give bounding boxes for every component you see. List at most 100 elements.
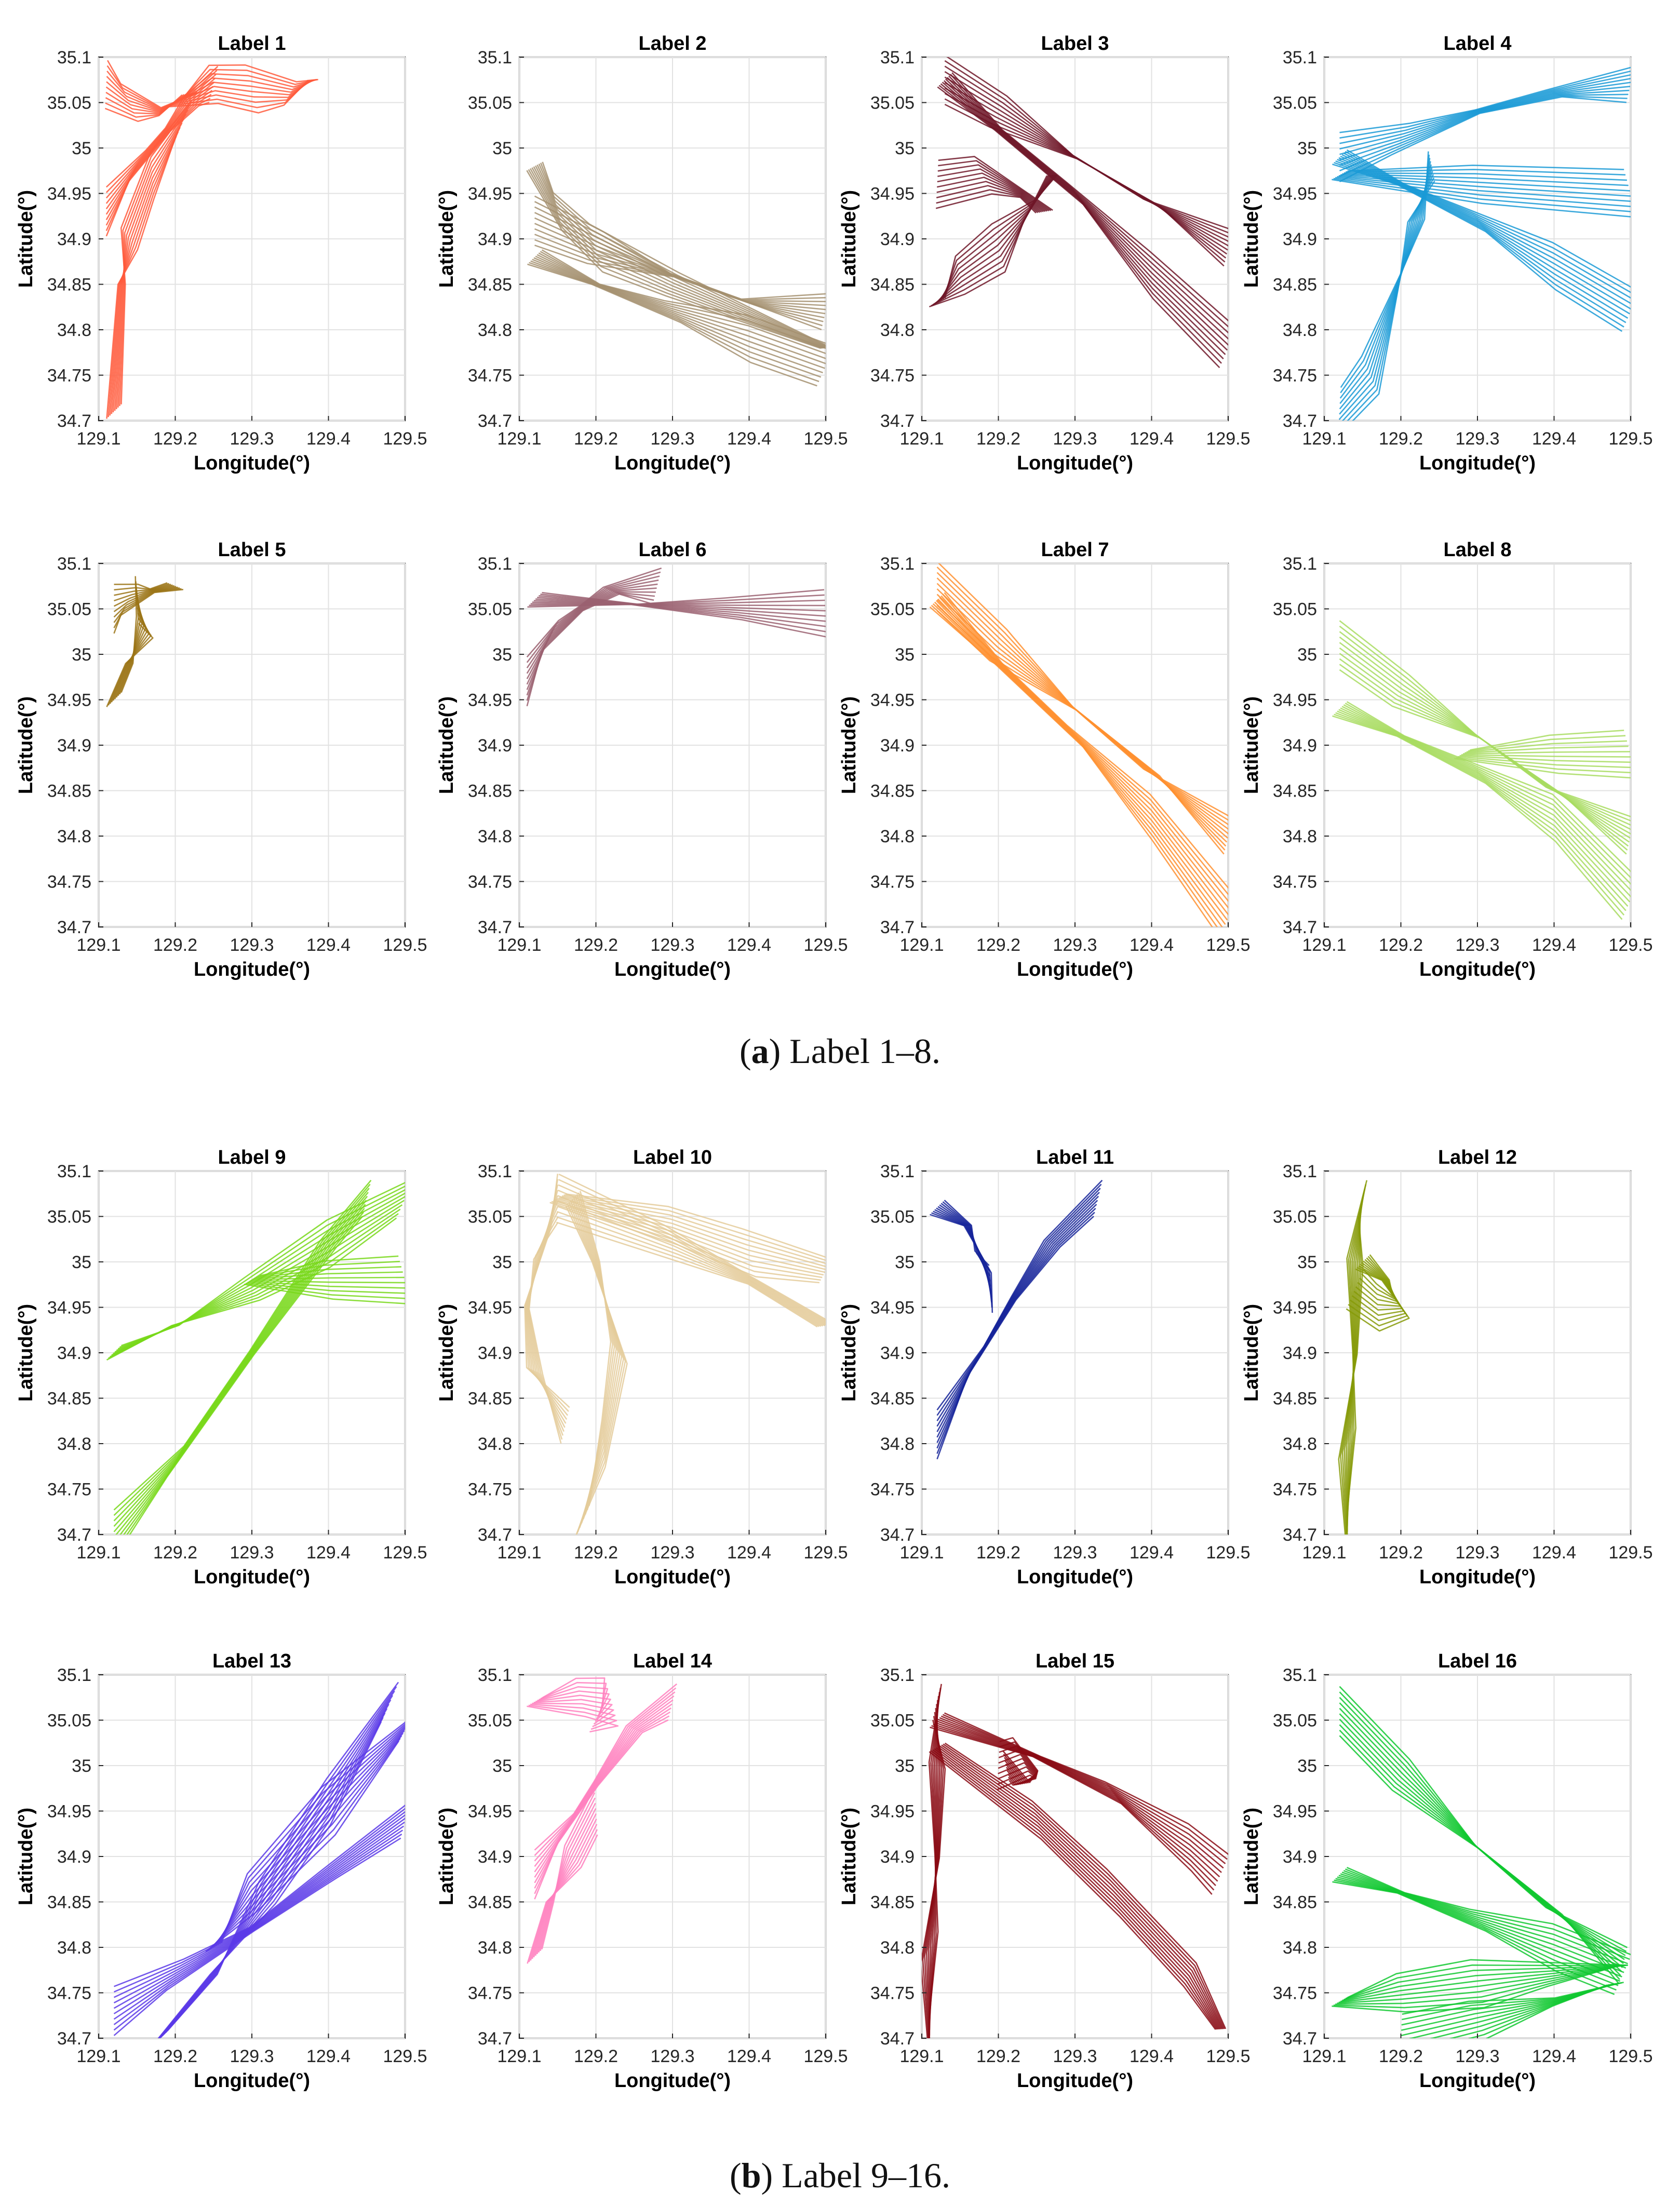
- y-tick-label: 35: [1297, 139, 1317, 158]
- y-tick-label: 35: [895, 1253, 915, 1272]
- series-line-middle: [1343, 1870, 1628, 1964]
- series-line-shallow: [121, 1182, 405, 1347]
- x-tick-label: 129.4: [306, 2047, 351, 2066]
- y-tick-label: 35: [1297, 645, 1317, 665]
- x-tick-label: 129.1: [76, 935, 120, 955]
- y-tick-label: 35.1: [57, 1162, 91, 1181]
- series-line-stray-1: [944, 174, 1058, 299]
- series-line-tail: [534, 1808, 597, 1956]
- y-tick-label: 34.95: [870, 184, 915, 204]
- series-line-flat: [1343, 172, 1627, 181]
- y-tick-label: 34.95: [47, 1298, 91, 1318]
- series-line-north-hook: [535, 1694, 611, 1719]
- series-line-east-route: [944, 1712, 1228, 1855]
- series-line-loop-east: [1348, 1267, 1408, 1327]
- series-line-long-tail: [111, 127, 181, 414]
- series-line-east-line: [535, 598, 826, 612]
- y-tick-label: 35.1: [478, 554, 512, 574]
- x-tick-label: 129.4: [1130, 935, 1174, 955]
- series-line-long-tail: [115, 114, 186, 409]
- series-group: [1332, 620, 1631, 920]
- series-line-loop-east: [1359, 1257, 1397, 1302]
- series-group: [1332, 66, 1631, 421]
- series-line-rising: [1347, 1959, 1629, 1998]
- series-line-rising: [1333, 1965, 1620, 2009]
- series-line-long-tail: [107, 136, 177, 418]
- x-tick-label: 129.5: [803, 1543, 848, 1563]
- series-line-east-line: [539, 595, 825, 605]
- caption-a-text: ) Label 1–8.: [769, 1031, 941, 1071]
- y-tick-label: 34.95: [468, 1802, 512, 1822]
- series-line-descending: [1337, 158, 1629, 319]
- series-line-east-2: [557, 1195, 826, 1326]
- y-axis-label: Latitude(°): [838, 190, 860, 288]
- y-tick-label: 35.05: [1273, 93, 1317, 113]
- series-line-tail: [528, 1829, 598, 1962]
- y-tick-label: 34.85: [47, 782, 91, 801]
- series-line-steep-start: [536, 164, 826, 348]
- y-tick-label: 34.95: [1273, 1802, 1317, 1822]
- y-tick-label: 34.8: [1283, 1938, 1317, 1958]
- y-tick-label: 34.85: [47, 1893, 91, 1913]
- x-tick-label: 129.1: [1302, 429, 1346, 449]
- x-axis-label: Longitude(°): [1017, 452, 1133, 474]
- series-line-south-tail: [567, 1203, 626, 1535]
- series-line-steep-start: [535, 165, 826, 348]
- x-axis-label: Longitude(°): [1017, 1566, 1133, 1588]
- series-line-bundle-lower: [530, 260, 822, 378]
- series-line-flat: [1459, 755, 1631, 763]
- series-line-loop-east: [1353, 1262, 1403, 1311]
- series-line-upper: [213, 1727, 405, 1947]
- series-line-south-tail: [568, 1202, 624, 1535]
- series-line-flat: [1470, 730, 1624, 751]
- y-tick-label: 35.1: [1283, 554, 1317, 574]
- series-line-east-line: [527, 603, 826, 638]
- series-line-cluster: [114, 582, 168, 590]
- x-tick-label: 129.2: [1379, 1543, 1423, 1563]
- x-axis-label: Longitude(°): [194, 452, 310, 474]
- series-line-loop-east: [1357, 1259, 1399, 1304]
- series-line-bundle-upper: [946, 57, 1228, 230]
- series-group: [1332, 1686, 1631, 2038]
- x-axis-label: Longitude(°): [1017, 959, 1133, 980]
- series-line-stray-2: [938, 156, 1053, 211]
- x-tick-label: 129.3: [1455, 2047, 1499, 2066]
- x-tick-label: 129.2: [1379, 2047, 1423, 2066]
- series-line-flat: [259, 1255, 399, 1277]
- chart-panel-7: 129.1 129.2 129.3 129.4 129.5 34.7 34.75 34.8 34…: [838, 539, 1251, 980]
- series-line-east-line: [533, 600, 826, 617]
- x-tick-label: 129.3: [650, 1543, 694, 1563]
- series-line-flat: [1338, 175, 1631, 197]
- y-tick-label: 34.95: [1273, 184, 1317, 204]
- series-line-east-2: [558, 1184, 826, 1323]
- x-tick-label: 129.1: [497, 2047, 541, 2066]
- series-line-east-line: [532, 601, 826, 622]
- series-line-east-2: [557, 1205, 824, 1327]
- series-line-steep-start: [533, 166, 826, 349]
- series-line-upper: [216, 1726, 405, 1946]
- y-axis-label: Latitude(°): [1241, 190, 1262, 288]
- series-group: [922, 1684, 1228, 2038]
- series-line-flat: [1332, 179, 1631, 218]
- y-tick-label: 34.7: [1283, 918, 1317, 937]
- series-line-bundle-lower: [532, 259, 823, 373]
- caption-b-letter: b: [741, 2156, 761, 2195]
- chart-panel-2: 129.1 129.2 129.3 129.4 129.5 34.7 34.75 34.8 34…: [436, 33, 848, 474]
- y-tick-label: 35: [72, 139, 91, 158]
- y-tick-label: 34.9: [1283, 1343, 1317, 1363]
- series-line-stray-2: [936, 181, 1042, 213]
- series-line-flat: [1466, 740, 1627, 753]
- series-line-flat: [1346, 169, 1626, 176]
- series-line-loop: [997, 1766, 1037, 1785]
- x-tick-label: 129.3: [650, 429, 694, 449]
- series-line-bundle-lower: [1337, 710, 1629, 907]
- y-tick-label: 34.7: [57, 2029, 91, 2049]
- series-line-north-hook: [542, 1677, 606, 1709]
- series-line-east-1: [549, 1202, 820, 1284]
- chart-title: Label 3: [1041, 33, 1109, 55]
- y-axis-label: Latitude(°): [1241, 696, 1262, 794]
- x-tick-label: 129.3: [650, 935, 694, 955]
- y-tick-label: 34.9: [57, 1343, 91, 1363]
- x-axis-label: Longitude(°): [194, 1566, 310, 1588]
